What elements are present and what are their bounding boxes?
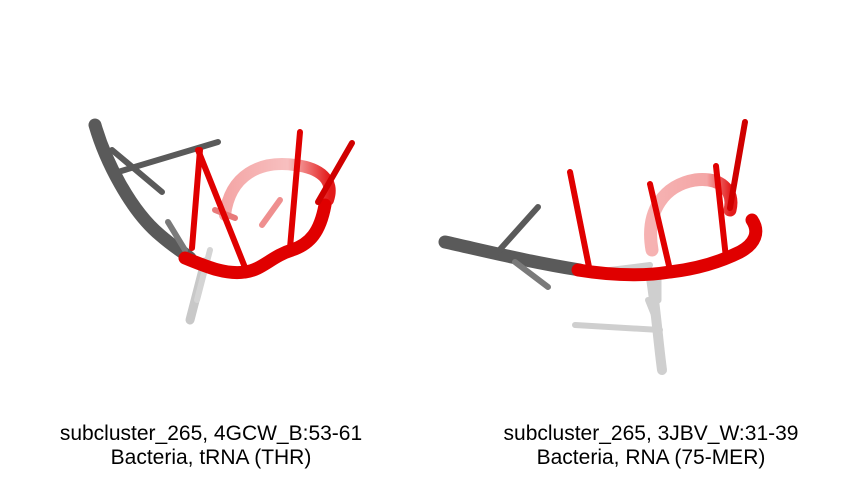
- highlight-segment-left: [178, 129, 355, 280]
- caption-subtitle-left: Bacteria, tRNA (THR): [110, 446, 312, 469]
- backbone-left: [88, 118, 221, 265]
- rna-structure-render-right: [438, 119, 763, 375]
- structure-panel-right: subcluster_265, 3JBV_W:31-39 Bacteria, R…: [430, 0, 860, 480]
- rna-structure-render-left: [88, 118, 355, 325]
- highlight-segment-right: [567, 119, 763, 282]
- faded-loop-right: [644, 173, 738, 257]
- caption-title-right: subcluster_265, 3JBV_W:31-39: [503, 422, 799, 445]
- caption-title-left: subcluster_265, 4GCW_B:53-61: [59, 422, 363, 445]
- faded-loop-left: [212, 158, 336, 228]
- caption-subtitle-right: Bacteria, RNA (75-MER): [536, 446, 766, 469]
- structure-panel-left: subcluster_265, 4GCW_B:53-61 Bacteria, t…: [0, 118, 426, 470]
- caption-right: subcluster_265, 3JBV_W:31-39 Bacteria, R…: [436, 422, 860, 470]
- caption-left: subcluster_265, 4GCW_B:53-61 Bacteria, t…: [0, 422, 426, 470]
- backbone-right: [438, 204, 587, 290]
